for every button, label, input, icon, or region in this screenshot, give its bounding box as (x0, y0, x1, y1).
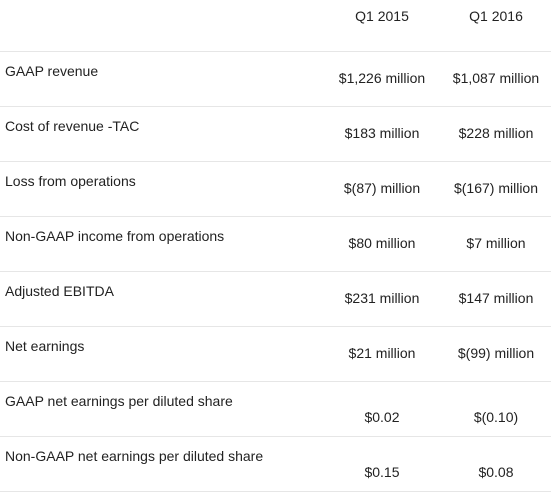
cell-q1-2016: $0.08 (478, 464, 514, 480)
cell-q1-2016: $(99) million (457, 345, 535, 361)
cell-q1-2015: $(87) million (343, 180, 421, 196)
cell-q1-2016: $147 million (458, 290, 534, 306)
cell-q1-2015: $1,226 million (338, 70, 426, 86)
cell-q1-2016: $(167) million (453, 180, 539, 196)
cell-q1-2016: $7 million (466, 235, 526, 251)
row-label: Cost of revenue -TAC (5, 118, 140, 134)
cell-q1-2015: $0.02 (364, 409, 400, 425)
row-label: Loss from operations (5, 173, 136, 189)
table-row: Loss from operations $(87) million $(167… (0, 162, 551, 217)
table-row: GAAP revenue $1,226 million $1,087 milli… (0, 52, 551, 107)
table-row: Cost of revenue -TAC $183 million $228 m… (0, 107, 551, 162)
cell-q1-2016: $228 million (458, 125, 534, 141)
row-label: Net earnings (5, 338, 85, 354)
column-header-q1-2015: Q1 2015 (355, 8, 409, 24)
table-row: GAAP net earnings per diluted share $0.0… (0, 382, 551, 437)
row-label: GAAP net earnings per diluted share (5, 393, 233, 409)
table-row: Non-GAAP income from operations $80 mill… (0, 217, 551, 272)
table-header-row: Q1 2015 Q1 2016 (0, 0, 551, 52)
cell-q1-2016: $(0.10) (473, 409, 519, 425)
column-header-q1-2016: Q1 2016 (469, 8, 523, 24)
table-row: Net earnings $21 million $(99) million (0, 327, 551, 382)
row-label: Non-GAAP net earnings per diluted share (5, 448, 264, 464)
cell-q1-2015: $183 million (344, 125, 420, 141)
cell-q1-2015: $80 million (348, 235, 416, 251)
table-row: Adjusted EBITDA $231 million $147 millio… (0, 272, 551, 327)
row-label: Adjusted EBITDA (5, 283, 114, 299)
cell-q1-2016: $1,087 million (452, 70, 540, 86)
cell-q1-2015: $0.15 (364, 464, 400, 480)
row-label: GAAP revenue (5, 63, 99, 79)
row-label: Non-GAAP income from operations (5, 228, 225, 244)
table-row: Non-GAAP net earnings per diluted share … (0, 437, 551, 492)
cell-q1-2015: $21 million (348, 345, 416, 361)
cell-q1-2015: $231 million (344, 290, 420, 306)
